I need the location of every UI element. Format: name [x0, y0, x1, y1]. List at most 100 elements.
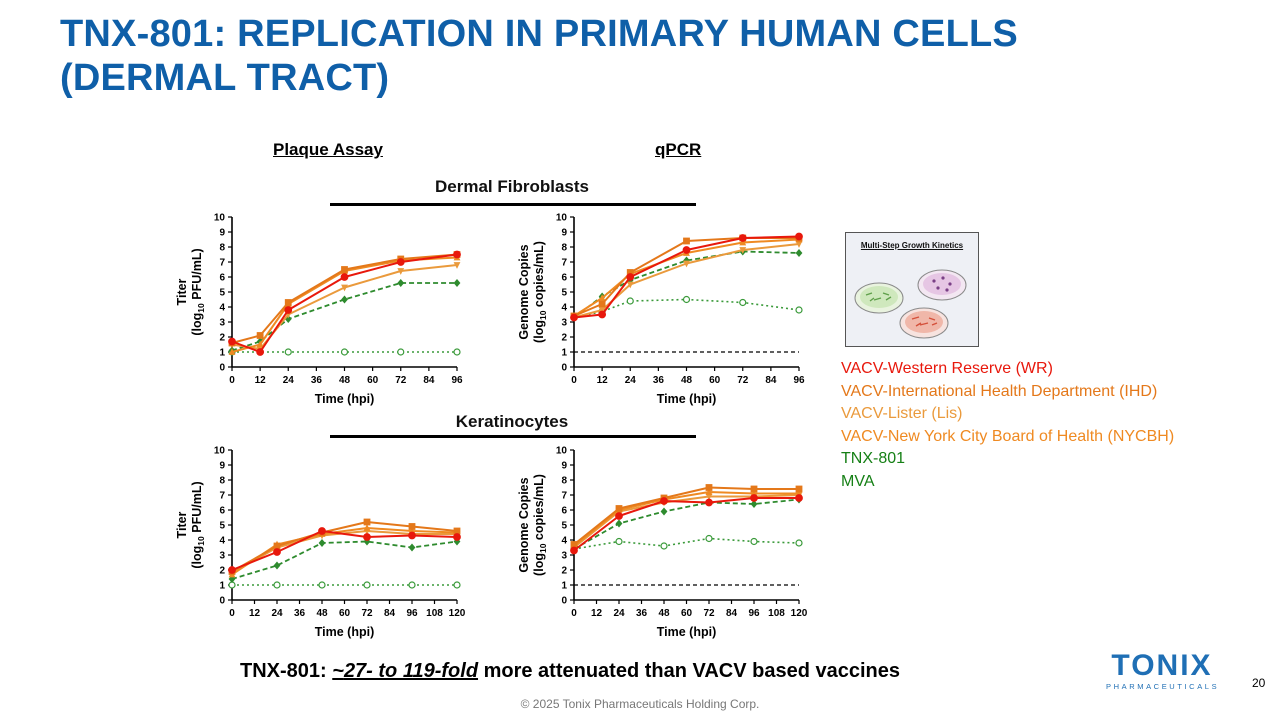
data-point-tnx-801	[397, 279, 405, 287]
data-point-lis	[284, 311, 292, 319]
y-axis-title: Titer	[175, 511, 189, 538]
y-axis-subtitle-pre: (log	[532, 320, 546, 343]
data-point-wr	[660, 497, 668, 505]
x-tick-label: 24	[271, 608, 283, 619]
y-tick-label: 1	[219, 581, 225, 592]
y-tick-label: 7	[219, 258, 225, 269]
y-tick-label: 7	[561, 491, 567, 502]
y-axis-subtitle-pre: (log	[190, 313, 204, 336]
data-point-wr	[615, 512, 623, 520]
y-tick-label: 10	[556, 213, 568, 224]
data-point-nycbh	[284, 300, 292, 307]
series-line-tnx-801	[573, 498, 800, 550]
data-point-lis	[453, 262, 461, 269]
x-tick-label: 72	[361, 608, 373, 619]
x-tick-label: 12	[249, 608, 261, 619]
data-point-wr	[750, 494, 758, 502]
data-point-wr	[453, 250, 461, 259]
x-tick-label: 0	[571, 608, 577, 619]
x-tick-label: 0	[229, 375, 235, 386]
data-point-mva	[570, 313, 578, 322]
x-tick-label: 84	[423, 375, 435, 386]
data-point-ihd	[318, 529, 326, 536]
x-tick-label: 96	[748, 608, 760, 619]
inset-title: Multi-Step Growth Kinetics	[860, 241, 964, 250]
x-tick-label: 48	[658, 608, 670, 619]
data-point-ihd	[739, 234, 747, 242]
data-point-nycbh	[705, 488, 713, 495]
x-tick-label: 12	[597, 375, 609, 386]
y-axis-subtitle-pre: (log	[532, 553, 546, 576]
data-point-lis	[705, 493, 713, 501]
series-line-ihd	[231, 521, 458, 573]
y-tick-label: 5	[561, 288, 567, 299]
data-point-mva	[453, 581, 461, 589]
data-point-wr	[363, 533, 371, 541]
y-axis-subtitle-sub: 10	[196, 536, 206, 546]
data-point-ihd	[705, 484, 713, 491]
data-point-nycbh	[615, 506, 623, 513]
x-tick-label: 84	[765, 375, 777, 386]
logo-wordmark: TONIX	[1111, 649, 1213, 682]
y-tick-label: 2	[561, 566, 567, 577]
x-tick-label: 12	[591, 608, 603, 619]
series-line-lis	[231, 530, 457, 574]
y-tick-label: 5	[219, 288, 225, 299]
data-point-lis	[453, 531, 461, 538]
x-tick-label: 24	[283, 375, 295, 386]
series-line-lis	[573, 494, 800, 549]
x-tick-label: 48	[316, 608, 328, 619]
series-line-nycbh	[231, 256, 458, 353]
x-tick-label: 96	[793, 375, 805, 386]
data-point-lis	[318, 532, 326, 540]
legend-item-tnx801: TNX-801	[841, 450, 906, 467]
y-axis-subtitle-post: copies/mL)	[532, 241, 546, 310]
data-point-lis	[408, 531, 416, 538]
y-axis-subtitle-post: copies/mL)	[532, 474, 546, 543]
y-tick-label: 1	[561, 581, 567, 592]
y-tick-label: 5	[219, 521, 225, 532]
data-point-mva	[340, 348, 349, 356]
data-point-ihd	[453, 251, 461, 258]
data-point-nycbh	[795, 489, 803, 497]
data-point-mva	[739, 298, 747, 307]
x-tick-label: 96	[451, 375, 463, 386]
x-tick-label: 24	[613, 608, 625, 619]
data-point-ihd	[341, 266, 348, 273]
keratinocytes-rule	[330, 435, 696, 438]
data-point-ihd	[570, 312, 578, 320]
x-tick-label: 60	[339, 608, 351, 619]
data-point-nycbh	[570, 542, 578, 549]
data-point-tnx-801	[341, 295, 348, 304]
y-tick-label: 4	[561, 303, 567, 314]
data-point-nycbh	[598, 294, 606, 301]
series-line-tnx-801	[573, 250, 800, 319]
data-point-lis	[570, 314, 578, 322]
data-point-ihd	[626, 269, 634, 276]
y-tick-label: 1	[561, 348, 567, 359]
y-tick-label: 10	[214, 213, 226, 224]
tonix-logo: TONIX PHARMACEUTICALS	[1106, 650, 1218, 692]
data-point-tnx-801	[228, 575, 236, 583]
y-tick-label: 0	[219, 596, 225, 607]
y-tick-label: 9	[561, 461, 567, 472]
y-tick-label: 6	[219, 506, 225, 517]
data-point-mva	[682, 295, 691, 304]
data-point-tnx-801	[598, 292, 606, 301]
data-point-ihd	[795, 234, 803, 242]
data-point-mva	[795, 306, 803, 314]
x-tick-label: 12	[255, 375, 267, 386]
data-point-lis	[660, 499, 668, 507]
data-point-ihd	[256, 332, 264, 339]
y-tick-label: 7	[561, 258, 567, 269]
y-tick-label: 6	[219, 273, 225, 284]
x-tick-label: 36	[653, 375, 665, 386]
x-tick-label: 36	[636, 608, 648, 619]
data-point-mva	[273, 581, 281, 589]
data-point-mva	[795, 539, 803, 547]
y-tick-label: 3	[561, 318, 567, 329]
data-point-lis	[273, 544, 281, 552]
y-axis-title: Genome Copies	[517, 244, 531, 339]
data-point-mva	[397, 348, 405, 356]
data-point-nycbh	[739, 238, 747, 246]
